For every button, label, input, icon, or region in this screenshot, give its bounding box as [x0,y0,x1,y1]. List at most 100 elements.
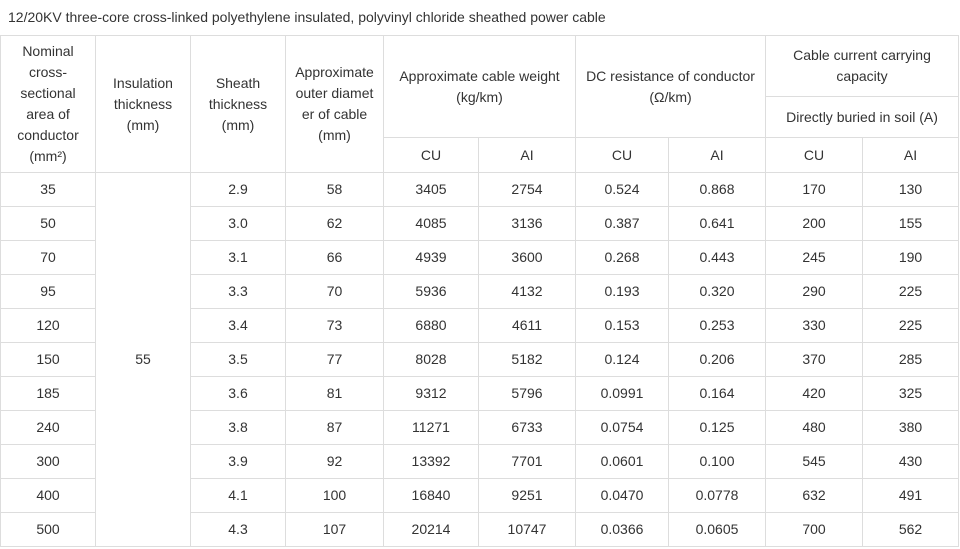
table-cell: 7701 [478,444,576,479]
table-cell: 245 [765,240,863,275]
table-cell: 9251 [478,478,576,513]
table-cell: 87 [285,410,384,445]
table-cell: 100 [285,478,384,513]
sub-header-cell: AI [668,137,766,173]
table-cell: 240 [0,410,96,445]
table-cell: 0.206 [668,342,766,377]
header-cell: Directly buried in soil (A) [764,96,960,138]
table-cell: 0.320 [668,274,766,309]
table-cell: 3.3 [190,274,286,309]
table-cell: 0.0366 [575,512,669,547]
table-cell: 225 [861,274,960,309]
table-cell: 4.1 [190,478,286,513]
table-cell: 0.0778 [668,478,766,513]
table-cell: 155 [861,206,960,241]
table-cell: 5182 [478,342,576,377]
table-cell: 285 [861,342,960,377]
table-cell: 11271 [383,410,479,445]
table-cell: 500 [0,512,96,547]
table-cell: 0.387 [575,206,669,241]
table-cell: 16840 [383,478,479,513]
table-cell: 62 [285,206,384,241]
table-cell: 0.0605 [668,512,766,547]
table-cell: 480 [765,410,863,445]
table-cell: 0.0470 [575,478,669,513]
table-cell: 0.193 [575,274,669,309]
table-cell: 77 [285,342,384,377]
table-cell: 0.164 [668,376,766,411]
header-row: Directly buried in soil (A) [1,96,960,138]
table-cell: 4.3 [190,512,286,547]
table-cell: 170 [765,172,863,207]
table-cell: 130 [861,172,960,207]
table-cell: 0.443 [668,240,766,275]
table-cell: 0.868 [668,172,766,207]
table-cell: 300 [0,444,96,479]
table-cell: 400 [0,478,96,513]
table-cell: 5796 [478,376,576,411]
table-cell: 35 [0,172,96,207]
table-cell: 330 [765,308,863,343]
table-cell: 0.641 [668,206,766,241]
table-body: 35 55 2.9 58 3405 2754 0.524 0.868 170 130 50 3.0 62… [0,172,960,547]
table-cell: 4132 [478,274,576,309]
table-cell: 3.8 [190,410,286,445]
sub-header-cell: CU [575,137,669,173]
table-cell: 290 [765,274,863,309]
table-row: 50 3.0 62 4085 3136 0.387 0.641 200 155 [0,206,960,241]
table-cell: 0.268 [575,240,669,275]
header-cell: Approximate outer diameter of cable (mm) [285,35,384,173]
table-cell: 0.253 [668,308,766,343]
table-cell: 73 [285,308,384,343]
table-cell: 70 [285,274,384,309]
table-cell: 545 [765,444,863,479]
table-cell: 700 [765,512,863,547]
table-cell: 8028 [383,342,479,377]
header-cell: Approximate cable weight (kg/km) [383,35,576,138]
table-cell: 9312 [383,376,479,411]
title: 12/20KV three-core cross-linked polyethy… [8,9,606,25]
table-row: 150 3.5 77 8028 5182 0.124 0.206 370 285 [0,342,960,377]
table-cell: 66 [285,240,384,275]
table-cell: 420 [765,376,863,411]
table-cell: 50 [0,206,96,241]
table-cell: 430 [861,444,960,479]
table-cell: 3.4 [190,308,286,343]
table-row: 95 3.3 70 5936 4132 0.193 0.320 290 225 [0,274,960,309]
table-cell: 0.100 [668,444,766,479]
table-cell: 190 [861,240,960,275]
table-cell: 0.0991 [575,376,669,411]
table-cell: 200 [765,206,863,241]
table-cell: 0.524 [575,172,669,207]
table-row: 500 4.3 107 20214 10747 0.0366 0.0605 700 562 [0,512,960,547]
table-cell: 380 [861,410,960,445]
table-cell: 3405 [383,172,479,207]
header-row: Nominal cross-sectional area of conducto… [0,35,960,173]
header-cell: Sheath thickness (mm) [190,35,286,173]
table-cell: 3.9 [190,444,286,479]
table-cell: 3.0 [190,206,286,241]
table-cell: 185 [0,376,96,411]
table-cell: 6880 [383,308,479,343]
table-header: Nominal cross-sectional area of conducto… [0,35,960,173]
table-cell: 5936 [383,274,479,309]
insulation-cell: 55 [95,172,191,547]
header-cell: Insulation thickness (mm) [95,35,191,173]
table-cell: 3.1 [190,240,286,275]
table-cell: 2.9 [190,172,286,207]
table-cell: 20214 [383,512,479,547]
table-cell: 58 [285,172,384,207]
table-row: 35 55 2.9 58 3405 2754 0.524 0.868 170 130 [0,172,960,547]
table-cell: 225 [861,308,960,343]
table-row: 400 4.1 100 16840 9251 0.0470 0.0778 632 491 [0,478,960,513]
table-cell: 6733 [478,410,576,445]
sub-header-cell: CU [765,137,863,173]
table-cell: 0.125 [668,410,766,445]
table-cell: 325 [861,376,960,411]
table-row: 300 3.9 92 13392 7701 0.0601 0.100 545 430 [0,444,960,479]
table-cell: 95 [0,274,96,309]
table-cell: 4085 [383,206,479,241]
table-row: 240 3.8 87 11271 6733 0.0754 0.125 480 380 [0,410,960,445]
table-row: 120 3.4 73 6880 4611 0.153 0.253 330 225 [0,308,960,343]
